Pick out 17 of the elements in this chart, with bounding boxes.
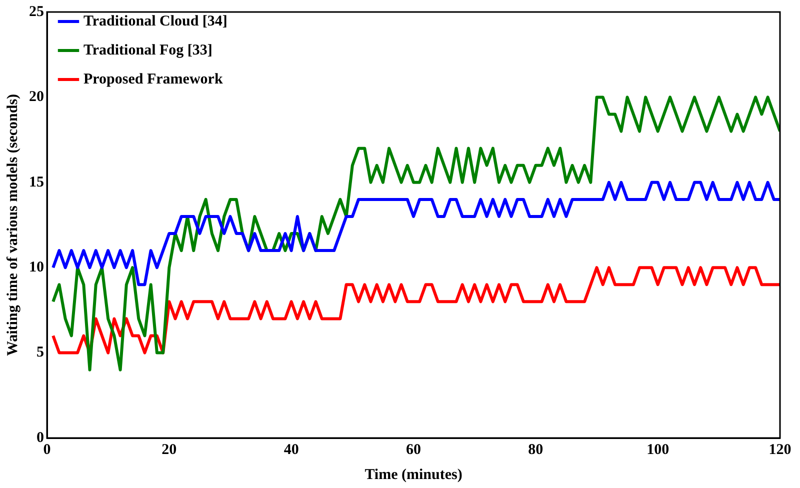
x-tick-label: 60 — [406, 442, 421, 458]
legend-label: Traditional Fog [33] — [84, 42, 212, 58]
y-tick-label: 0 — [36, 430, 44, 446]
x-axis-title: Time (minutes) — [364, 466, 462, 483]
x-tick-label: 120 — [768, 442, 792, 458]
x-tick-label: 20 — [162, 442, 177, 458]
legend-label: Traditional Cloud [34] — [84, 13, 228, 30]
y-tick-label: 5 — [36, 344, 44, 361]
y-tick-label: 10 — [29, 259, 44, 276]
x-tick-label: 100 — [646, 442, 670, 458]
x-tick-label: 80 — [528, 442, 544, 458]
legend-label: Proposed Framework — [84, 71, 224, 88]
y-tick-label: 25 — [29, 4, 44, 20]
x-tick-label: 40 — [284, 442, 299, 458]
y-axis-title: Waiting time of various models (seconds) — [4, 94, 21, 356]
y-tick-label: 15 — [29, 174, 44, 190]
y-tick-label: 20 — [29, 89, 44, 106]
